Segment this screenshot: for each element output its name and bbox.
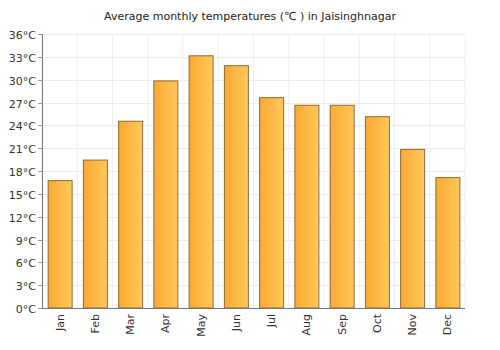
- bar: [154, 81, 178, 308]
- bar: [260, 98, 284, 308]
- x-tick-label: Apr: [159, 314, 172, 334]
- bar: [224, 66, 248, 308]
- grid-line: [42, 148, 465, 149]
- tick-mark: [38, 148, 42, 149]
- grid-line: [42, 125, 465, 126]
- x-axis: [42, 308, 465, 309]
- bar: [330, 105, 354, 308]
- y-tick-label: 18°C: [9, 166, 36, 179]
- y-tick-label: 0°C: [16, 303, 36, 316]
- y-tick-label: 33°C: [9, 52, 36, 65]
- chart: Average monthly temperatures (℃ ) in Jai…: [0, 0, 500, 350]
- bar: [436, 178, 460, 308]
- bar: [48, 181, 72, 308]
- y-tick-label: 27°C: [9, 98, 36, 111]
- y-tick-label: 6°C: [16, 257, 36, 270]
- tick-mark: [38, 285, 42, 286]
- bar: [119, 121, 143, 308]
- x-tick-label: Nov: [406, 314, 419, 336]
- y-tick-label: 24°C: [9, 120, 36, 133]
- x-tick-label: May: [195, 314, 208, 337]
- x-tick-label: Feb: [89, 314, 102, 333]
- y-tick-label: 30°C: [9, 75, 36, 88]
- title: Average monthly temperatures (℃ ) in Jai…: [104, 10, 396, 23]
- tick-mark: [38, 194, 42, 195]
- x-tick-label: Aug: [300, 314, 313, 335]
- tick-mark: [38, 308, 42, 309]
- bar: [295, 105, 319, 308]
- tick-mark: [38, 125, 42, 126]
- tick-mark: [38, 34, 42, 35]
- y-tick-label: 21°C: [9, 143, 36, 156]
- tick-mark: [38, 80, 42, 81]
- tick-mark: [38, 240, 42, 241]
- grid-line: [42, 308, 465, 309]
- y-axis: [42, 34, 43, 308]
- bar: [83, 160, 107, 308]
- grid-line: [42, 34, 465, 35]
- tick-mark: [38, 262, 42, 263]
- grid-line: [42, 57, 465, 58]
- bar: [401, 149, 425, 308]
- x-tick-label: Mar: [124, 314, 137, 335]
- y-tick-label: 9°C: [16, 235, 36, 248]
- x-tick-label: Jun: [230, 314, 243, 332]
- x-tick-label: Sep: [336, 314, 349, 335]
- y-tick-label: 15°C: [9, 189, 36, 202]
- x-tick-label: Dec: [441, 314, 454, 335]
- bars: [48, 56, 460, 308]
- bar: [189, 56, 213, 308]
- x-tick-label: Jan: [54, 314, 67, 332]
- tick-mark: [38, 171, 42, 172]
- grid-line: [42, 103, 465, 104]
- tick-mark: [38, 103, 42, 104]
- y-tick-label: 12°C: [9, 212, 36, 225]
- x-tick-label: Oct: [371, 313, 384, 333]
- tick-mark: [38, 57, 42, 58]
- tick-mark: [38, 217, 42, 218]
- x-tick-label: Jul: [265, 314, 278, 328]
- y-tick-label: 3°C: [16, 280, 36, 293]
- bar: [365, 117, 389, 308]
- y-tick-label: 36°C: [9, 29, 36, 42]
- grid-line: [42, 80, 465, 81]
